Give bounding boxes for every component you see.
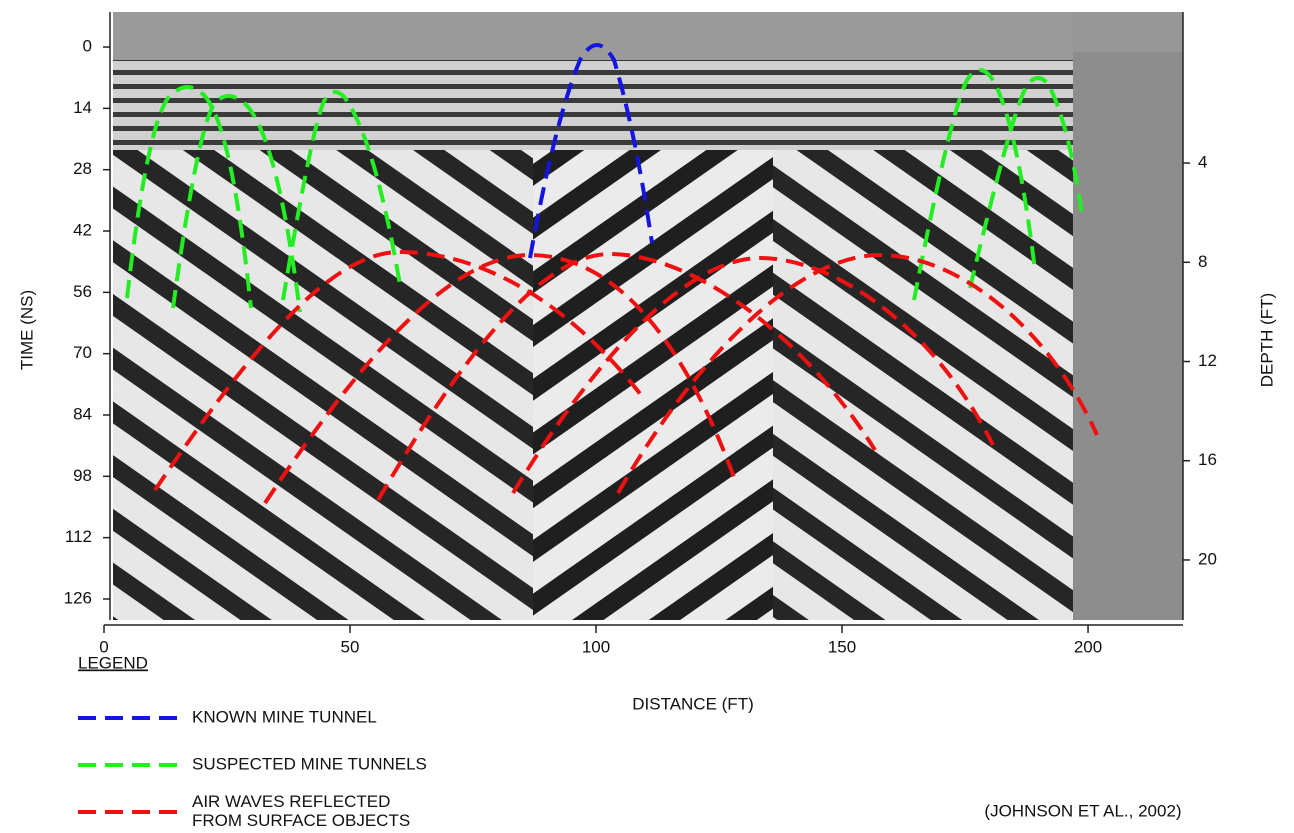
y2-tick-label: 20	[1198, 549, 1217, 568]
y-tick-label: 126	[64, 588, 92, 607]
legend-label: AIR WAVES REFLECTED FROM SURFACE OBJECTS	[192, 792, 410, 830]
y-tick-label: 84	[73, 404, 92, 423]
x-tick-label: 200	[1074, 637, 1102, 656]
y2-tick-label: 12	[1198, 351, 1217, 370]
x-tick-label: 0	[99, 637, 108, 656]
x-axis-title: DISTANCE (FT)	[632, 694, 754, 713]
legend-label: SUSPECTED MINE TUNNELS	[192, 754, 427, 773]
x-tick-label: 100	[582, 637, 610, 656]
legend-label: KNOWN MINE TUNNEL	[192, 707, 377, 726]
y-axis-title: TIME (NS)	[17, 290, 36, 370]
y2-tick-label: 16	[1198, 450, 1217, 469]
y-tick-label: 42	[73, 221, 92, 240]
y-tick-label: 14	[73, 98, 92, 117]
y2-axis-title: DEPTH (FT)	[1257, 293, 1276, 387]
y-tick-label: 70	[73, 343, 92, 362]
citation: (JOHNSON ET AL., 2002)	[984, 801, 1181, 820]
y-tick-label: 28	[73, 159, 92, 178]
y-tick-label: 0	[83, 37, 92, 56]
y2-tick-label: 4	[1198, 153, 1207, 172]
x-tick-label: 50	[341, 637, 360, 656]
y-tick-label: 56	[73, 282, 92, 301]
y2-tick-label: 8	[1198, 252, 1207, 271]
interpretation-overlay	[125, 43, 1099, 505]
radargram-image	[113, 12, 1183, 620]
legend-title: LEGEND	[78, 653, 148, 672]
y-tick-label: 112	[65, 527, 92, 546]
x-tick-label: 150	[828, 637, 856, 656]
y-tick-label: 98	[73, 466, 92, 485]
